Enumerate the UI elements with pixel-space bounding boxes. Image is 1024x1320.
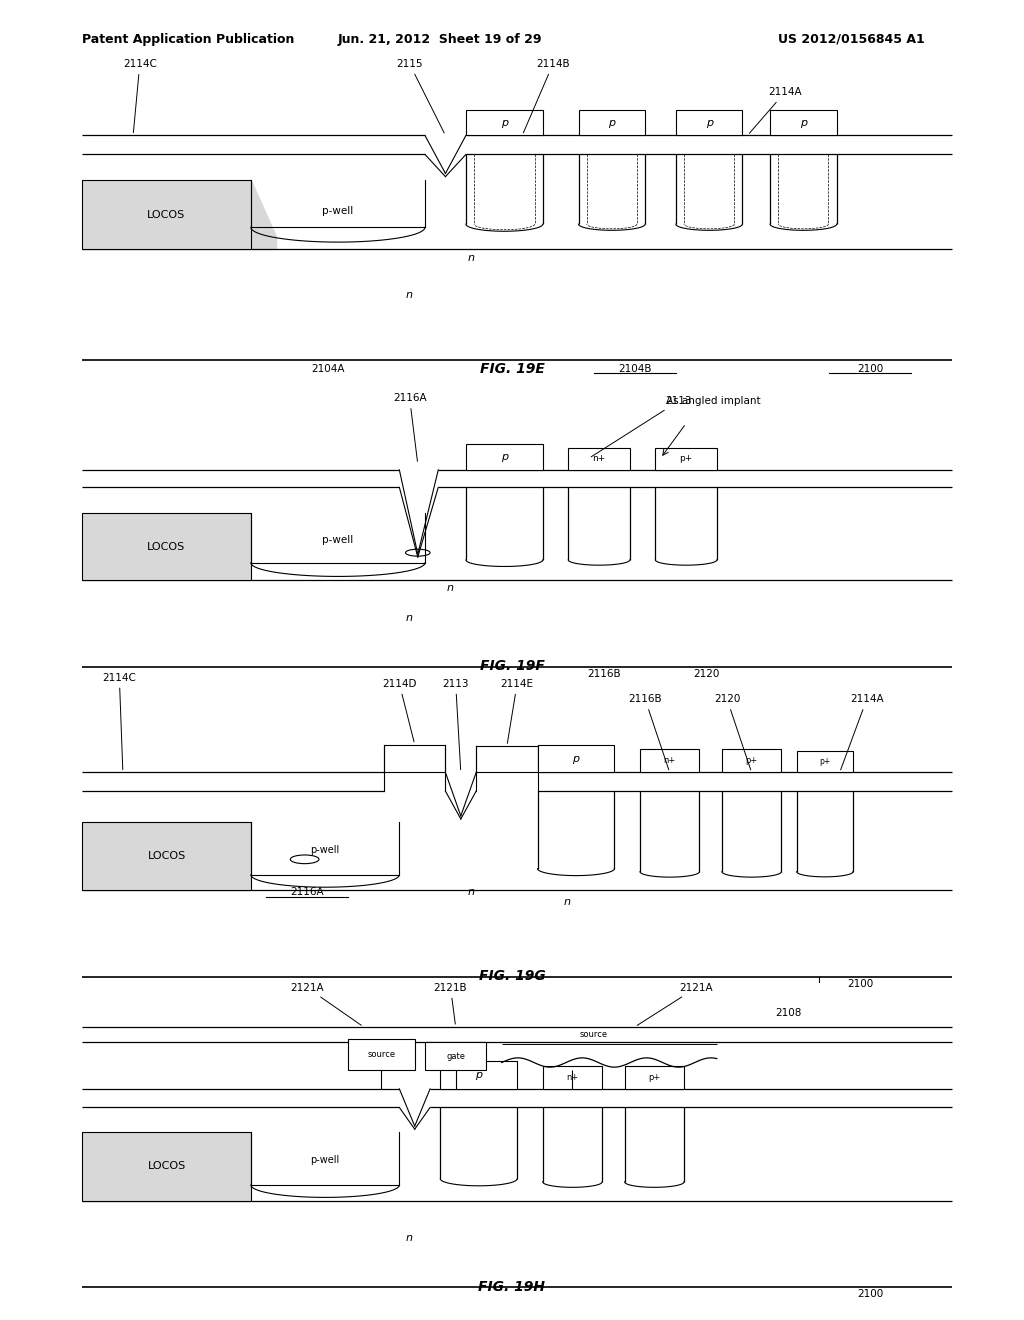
Text: FIG. 19H: FIG. 19H bbox=[478, 1279, 546, 1294]
Text: 2100: 2100 bbox=[847, 978, 873, 989]
Text: 2100: 2100 bbox=[857, 363, 884, 374]
Text: 2116A: 2116A bbox=[291, 887, 324, 898]
Text: p: p bbox=[572, 754, 580, 763]
Text: n+: n+ bbox=[593, 454, 605, 463]
Text: 2114C: 2114C bbox=[123, 59, 157, 133]
Bar bbox=[625, 1065, 684, 1089]
Text: gate: gate bbox=[446, 1052, 465, 1061]
Text: LOCOS: LOCOS bbox=[147, 210, 185, 219]
Text: 2113: 2113 bbox=[442, 678, 469, 770]
Bar bbox=[568, 449, 630, 470]
Bar bbox=[82, 1133, 251, 1201]
Text: Jun. 21, 2012  Sheet 19 of 29: Jun. 21, 2012 Sheet 19 of 29 bbox=[338, 33, 543, 46]
Bar bbox=[425, 1043, 486, 1071]
Text: FIG. 19F: FIG. 19F bbox=[479, 659, 545, 673]
Text: p: p bbox=[501, 117, 508, 128]
Text: 2120: 2120 bbox=[714, 694, 751, 770]
Text: 2114A: 2114A bbox=[750, 87, 802, 133]
Bar bbox=[797, 751, 853, 772]
Text: LOCOS: LOCOS bbox=[147, 851, 186, 861]
Text: 2114A: 2114A bbox=[841, 694, 884, 770]
Text: 2114E: 2114E bbox=[501, 678, 534, 743]
Text: 2121A: 2121A bbox=[637, 982, 713, 1026]
Text: 2120: 2120 bbox=[693, 669, 720, 678]
Polygon shape bbox=[251, 180, 276, 249]
Text: n: n bbox=[468, 887, 474, 898]
Text: n: n bbox=[447, 583, 454, 593]
Bar bbox=[676, 110, 742, 136]
Text: n: n bbox=[407, 612, 413, 623]
Bar bbox=[543, 1065, 602, 1089]
Text: p-well: p-well bbox=[323, 535, 353, 545]
Text: 2115: 2115 bbox=[396, 59, 444, 133]
Text: 2116B: 2116B bbox=[629, 694, 669, 770]
Bar bbox=[722, 750, 781, 772]
Text: p+: p+ bbox=[745, 756, 758, 766]
Text: FIG. 19E: FIG. 19E bbox=[479, 362, 545, 376]
Bar bbox=[348, 1039, 415, 1071]
Text: 2104B: 2104B bbox=[618, 363, 651, 374]
Bar bbox=[538, 744, 614, 772]
Text: 2114D: 2114D bbox=[382, 678, 417, 742]
Text: p: p bbox=[800, 117, 807, 128]
Text: p-well: p-well bbox=[310, 845, 340, 855]
Text: 2121B: 2121B bbox=[434, 982, 467, 1024]
Bar bbox=[579, 110, 645, 136]
Text: n: n bbox=[468, 252, 474, 263]
Bar bbox=[770, 110, 837, 136]
Bar bbox=[82, 513, 251, 581]
Text: 2121A: 2121A bbox=[291, 982, 361, 1026]
Text: 2116A: 2116A bbox=[393, 393, 426, 462]
Text: 2100: 2100 bbox=[857, 1288, 884, 1299]
Text: 2104A: 2104A bbox=[311, 363, 344, 374]
Bar bbox=[466, 110, 543, 136]
Text: p+: p+ bbox=[680, 454, 692, 463]
Bar bbox=[655, 449, 717, 470]
Text: LOCOS: LOCOS bbox=[147, 1162, 186, 1171]
Text: FIG. 19G: FIG. 19G bbox=[478, 969, 546, 983]
Text: US 2012/0156845 A1: US 2012/0156845 A1 bbox=[778, 33, 925, 46]
Text: 2114C: 2114C bbox=[102, 672, 136, 770]
Text: p: p bbox=[706, 117, 713, 128]
Text: 2114B: 2114B bbox=[523, 59, 569, 133]
Text: p-well: p-well bbox=[323, 206, 353, 216]
Text: p-well: p-well bbox=[310, 1155, 340, 1166]
Text: p+: p+ bbox=[819, 758, 830, 766]
Text: p: p bbox=[608, 117, 615, 128]
Text: p: p bbox=[475, 1071, 482, 1080]
Text: p+: p+ bbox=[648, 1073, 660, 1081]
Text: source: source bbox=[580, 1030, 608, 1039]
Bar bbox=[82, 180, 251, 249]
Text: 2113: 2113 bbox=[591, 396, 692, 457]
Text: n+: n+ bbox=[664, 756, 676, 766]
Text: 2116B: 2116B bbox=[588, 669, 621, 678]
Text: 2108: 2108 bbox=[775, 1008, 802, 1018]
Text: As angled implant: As angled implant bbox=[666, 396, 760, 407]
Bar bbox=[440, 1061, 517, 1089]
Text: source: source bbox=[368, 1051, 395, 1059]
Text: n: n bbox=[563, 896, 570, 907]
Text: n: n bbox=[407, 1233, 413, 1242]
Text: n: n bbox=[407, 290, 413, 301]
Text: Patent Application Publication: Patent Application Publication bbox=[82, 33, 294, 46]
Text: n+: n+ bbox=[566, 1073, 579, 1081]
Bar bbox=[640, 750, 699, 772]
Bar bbox=[82, 822, 251, 891]
Text: p: p bbox=[501, 451, 508, 462]
Bar bbox=[466, 444, 543, 470]
Text: LOCOS: LOCOS bbox=[147, 543, 185, 552]
